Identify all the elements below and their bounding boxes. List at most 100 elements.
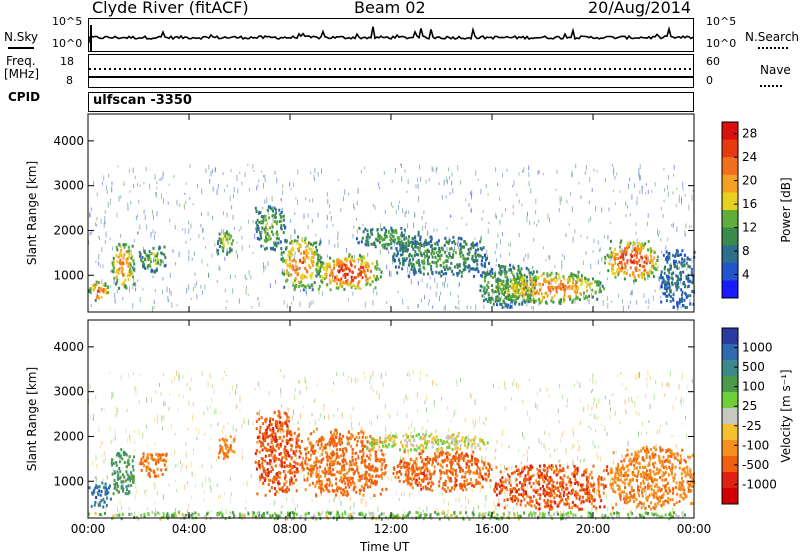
heatmap-speck xyxy=(645,494,647,500)
heatmap-speck xyxy=(180,467,182,474)
heatmap-speck xyxy=(636,300,638,305)
heatmap-speck xyxy=(686,268,688,271)
heatmap-speck xyxy=(501,296,503,299)
heatmap-speck xyxy=(623,253,625,256)
heatmap-speck xyxy=(486,249,488,255)
heatmap-speck xyxy=(383,439,385,445)
heatmap-speck xyxy=(263,262,264,269)
heatmap-speck xyxy=(520,510,522,513)
heatmap-speck xyxy=(149,183,151,190)
heatmap-speck xyxy=(400,163,401,166)
heatmap-speck xyxy=(675,443,677,448)
heatmap-speck xyxy=(504,488,506,495)
heatmap-speck xyxy=(351,421,353,428)
heatmap-speck xyxy=(619,421,621,425)
heatmap-speck xyxy=(208,273,210,278)
heatmap-speck xyxy=(591,188,593,193)
heatmap-speck xyxy=(178,393,180,398)
heatmap-speck xyxy=(433,470,435,476)
heatmap-speck xyxy=(657,265,659,272)
heatmap-speck xyxy=(502,429,504,435)
heatmap-speck xyxy=(523,454,525,457)
heatmap-speck xyxy=(512,211,514,216)
heatmap-speck xyxy=(365,473,367,477)
heatmap-speck xyxy=(368,235,370,241)
heatmap-speck xyxy=(182,228,183,231)
heatmap-speck xyxy=(691,379,693,384)
heatmap-speck xyxy=(518,449,520,452)
echo-region xyxy=(254,205,287,252)
heatmap-speck xyxy=(212,384,213,389)
heatmap-speck xyxy=(668,472,670,476)
heatmap-speck xyxy=(229,449,231,454)
heatmap-speck xyxy=(626,243,628,247)
heatmap-speck xyxy=(352,292,354,296)
heatmap-speck xyxy=(667,191,669,197)
heatmap-speck xyxy=(321,168,322,174)
heatmap-speck xyxy=(258,480,260,483)
heatmap-speck xyxy=(464,418,466,421)
heatmap-speck xyxy=(435,168,437,174)
heatmap-speck xyxy=(326,224,328,229)
heatmap-speck xyxy=(549,290,551,295)
heatmap-speck xyxy=(496,215,497,219)
heatmap-speck xyxy=(451,172,453,177)
heatmap-speck xyxy=(198,234,200,239)
heatmap-speck xyxy=(664,256,666,262)
heatmap-speck xyxy=(417,280,419,284)
heatmap-speck xyxy=(646,382,648,388)
y-tick-label: 4000 xyxy=(53,340,84,354)
heatmap-speck xyxy=(332,224,334,227)
heatmap-speck xyxy=(485,495,487,501)
heatmap-speck xyxy=(195,484,196,488)
heatmap-speck xyxy=(450,291,452,296)
heatmap-speck xyxy=(154,231,156,234)
x-tick-label: 04:00 xyxy=(172,522,207,536)
heatmap-speck xyxy=(151,209,153,215)
heatmap-speck xyxy=(169,219,171,223)
heatmap-speck xyxy=(380,269,382,275)
heatmap-speck xyxy=(135,489,137,493)
heatmap-speck xyxy=(411,420,413,424)
heatmap-speck xyxy=(203,490,205,495)
heatmap-speck xyxy=(544,430,546,436)
heatmap-speck xyxy=(419,483,421,487)
heatmap-speck xyxy=(649,253,651,256)
heatmap-speck xyxy=(185,182,187,185)
heatmap-speck xyxy=(203,237,205,240)
heatmap-speck xyxy=(256,462,258,468)
heatmap-speck xyxy=(110,269,112,273)
heatmap-speck xyxy=(668,291,670,297)
heatmap-speck xyxy=(468,203,470,207)
heatmap-speck xyxy=(522,299,523,302)
heatmap-speck xyxy=(436,383,438,387)
heatmap-speck xyxy=(636,200,638,206)
heatmap-speck xyxy=(590,427,592,430)
heatmap-speck xyxy=(637,449,639,454)
heatmap-speck xyxy=(349,497,351,501)
heatmap-speck xyxy=(561,432,563,438)
heatmap-speck xyxy=(693,463,695,468)
heatmap-speck xyxy=(511,466,513,470)
heatmap-speck xyxy=(433,228,435,232)
heatmap-speck xyxy=(599,271,601,275)
heatmap-speck xyxy=(514,477,516,483)
heatmap-speck xyxy=(559,199,561,205)
heatmap-speck xyxy=(442,483,444,489)
heatmap-speck xyxy=(357,188,359,194)
heatmap-speck xyxy=(673,164,675,170)
heatmap-speck xyxy=(472,419,474,424)
heatmap-speck xyxy=(436,508,438,511)
heatmap-speck xyxy=(362,223,364,227)
heatmap-speck xyxy=(612,508,614,515)
heatmap-speck xyxy=(155,390,157,394)
heatmap-speck xyxy=(364,457,366,461)
heatmap-speck xyxy=(146,488,148,493)
heatmap-speck xyxy=(395,209,397,215)
heatmap-speck xyxy=(128,506,130,511)
heatmap-speck xyxy=(628,305,630,309)
heatmap-speck xyxy=(128,490,130,495)
heatmap-speck xyxy=(479,445,481,450)
heatmap-speck xyxy=(522,170,524,173)
